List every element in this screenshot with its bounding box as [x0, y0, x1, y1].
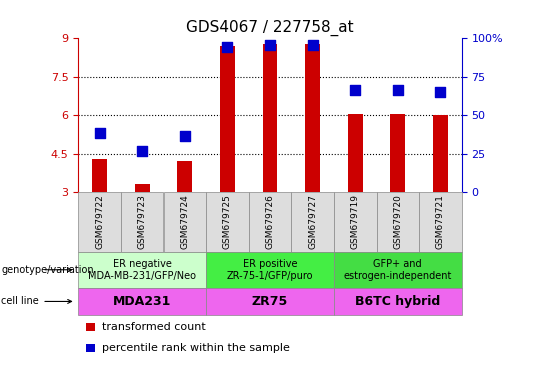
Point — [95, 130, 104, 136]
Text: GSM679721: GSM679721 — [436, 194, 445, 249]
Text: GSM679724: GSM679724 — [180, 194, 190, 249]
Bar — [433, 115, 448, 192]
Point — [223, 44, 232, 50]
Text: percentile rank within the sample: percentile rank within the sample — [102, 343, 289, 353]
Bar — [390, 114, 405, 192]
Text: ER negative
MDA-MB-231/GFP/Neo: ER negative MDA-MB-231/GFP/Neo — [88, 258, 196, 281]
Bar — [220, 46, 235, 192]
Text: GSM679725: GSM679725 — [223, 194, 232, 249]
Bar — [262, 43, 278, 192]
Text: GSM679726: GSM679726 — [266, 194, 274, 249]
Point — [138, 148, 146, 154]
Point — [266, 42, 274, 48]
Text: transformed count: transformed count — [102, 322, 205, 332]
Point — [308, 42, 317, 48]
Point — [180, 132, 189, 139]
Text: B6TC hybrid: B6TC hybrid — [355, 295, 441, 308]
Bar — [305, 43, 320, 192]
Text: GSM679719: GSM679719 — [350, 194, 360, 249]
Text: GSM679720: GSM679720 — [393, 194, 402, 249]
Text: cell line: cell line — [1, 296, 39, 306]
Point — [436, 89, 445, 95]
Text: GFP+ and
estrogen-independent: GFP+ and estrogen-independent — [343, 258, 452, 281]
Text: ZR75: ZR75 — [252, 295, 288, 308]
Title: GDS4067 / 227758_at: GDS4067 / 227758_at — [186, 20, 354, 36]
Text: GSM679727: GSM679727 — [308, 194, 317, 249]
Text: GSM679722: GSM679722 — [95, 194, 104, 249]
Point — [394, 86, 402, 93]
Text: ER positive
ZR-75-1/GFP/puro: ER positive ZR-75-1/GFP/puro — [227, 258, 313, 281]
Point — [351, 86, 360, 93]
Text: MDA231: MDA231 — [113, 295, 171, 308]
Bar — [177, 161, 192, 192]
Bar — [92, 159, 107, 192]
Bar — [135, 184, 150, 192]
Bar — [348, 114, 363, 192]
Text: GSM679723: GSM679723 — [138, 194, 147, 249]
Text: genotype/variation: genotype/variation — [1, 265, 94, 275]
